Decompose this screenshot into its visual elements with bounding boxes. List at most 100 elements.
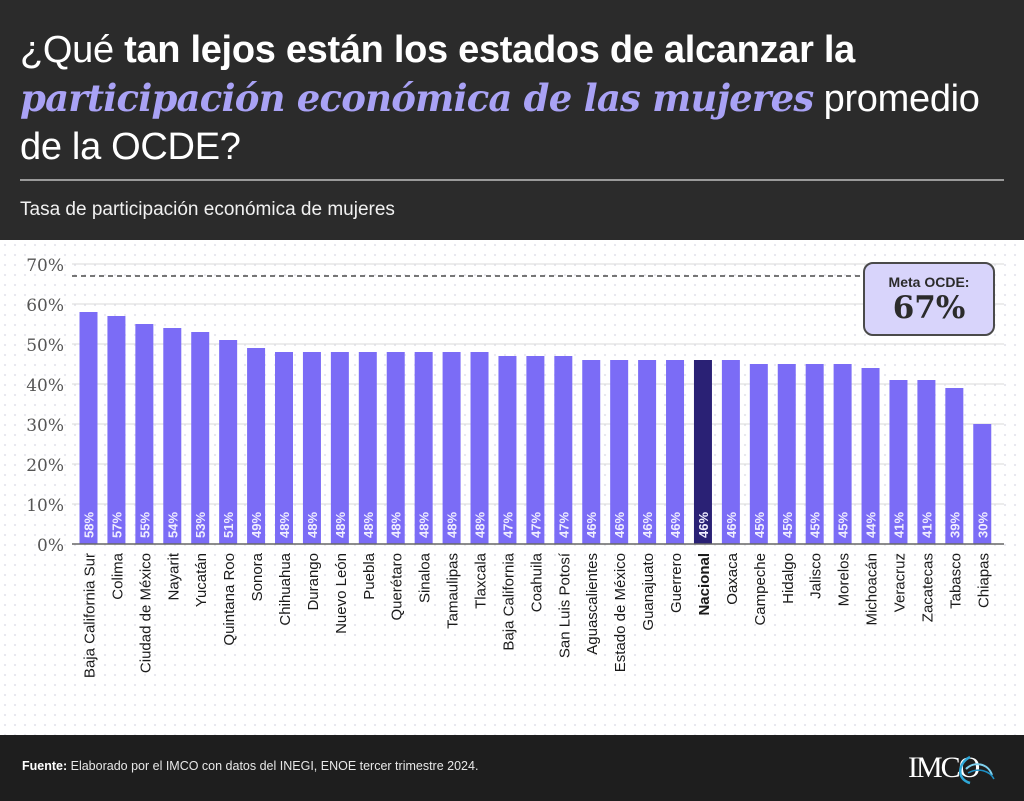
x-tick-label: Chihuahua	[277, 552, 294, 625]
bar-value-label: 46%	[668, 512, 683, 538]
source-note: Fuente: Elaborado por el IMCO con datos …	[22, 759, 478, 773]
bar	[470, 352, 489, 544]
x-tick-label: Quintana Roo	[221, 553, 238, 646]
bar-value-label: 41%	[919, 512, 934, 538]
bar	[973, 424, 992, 544]
x-tick-label: Querétaro	[389, 553, 406, 621]
header: ¿Qué tan lejos están los estados de alca…	[0, 0, 1024, 240]
x-tick-label: Zacatecas	[919, 553, 936, 622]
bar-value-label: 44%	[864, 512, 879, 538]
x-tick-label: Nuevo León	[333, 553, 350, 634]
bar-value-label: 30%	[975, 512, 990, 538]
bar	[442, 352, 461, 544]
oecd-target-label: Meta OCDE:	[888, 274, 970, 290]
bar	[805, 364, 824, 544]
bar-value-label: 58%	[82, 512, 97, 538]
bar	[582, 360, 601, 544]
bar	[79, 312, 98, 544]
bar-value-label: 57%	[109, 512, 124, 538]
bar	[330, 352, 349, 544]
bar	[833, 364, 852, 544]
bar	[163, 328, 182, 544]
bar	[721, 360, 740, 544]
bar-value-label: 46%	[696, 512, 711, 538]
bar	[386, 352, 405, 544]
bar-value-label: 48%	[389, 512, 404, 538]
x-tick-label: Baja California Sur	[82, 553, 99, 678]
bar-value-label: 49%	[249, 512, 264, 538]
page-title: ¿Qué tan lejos están los estados de alca…	[20, 26, 1010, 171]
title-part-2: tan lejos están los estados de alcanzar …	[124, 29, 855, 71]
bar-value-label: 47%	[528, 512, 543, 538]
bar	[861, 368, 880, 544]
title-part-1: ¿Qué	[20, 29, 125, 71]
bar-value-label: 48%	[305, 512, 320, 538]
x-tick-label: Yucatán	[193, 553, 210, 607]
bar	[358, 352, 377, 544]
bar	[275, 352, 294, 544]
x-tick-label: Estado de México	[612, 553, 629, 672]
bar-value-label: 45%	[752, 512, 767, 538]
imco-swirl-icon	[959, 755, 995, 785]
bar	[889, 380, 908, 544]
bar-value-label: 47%	[556, 512, 571, 538]
y-tick-label: 50%	[26, 336, 64, 356]
bar-value-label: 51%	[221, 512, 236, 538]
x-tick-label: Jalisco	[808, 553, 825, 599]
bar-value-label: 45%	[780, 512, 795, 538]
bar-value-label: 41%	[891, 512, 906, 538]
bar	[135, 324, 154, 544]
x-tick-label: Oaxaca	[724, 552, 741, 604]
x-tick-label: Guerrero	[668, 553, 685, 613]
bar-value-label: 45%	[808, 512, 823, 538]
bar-value-label: 46%	[724, 512, 739, 538]
chart-subtitle: Tasa de participación económica de mujer…	[20, 199, 395, 220]
y-tick-label: 10%	[26, 496, 64, 516]
bar	[498, 356, 517, 544]
footer: Fuente: Elaborado por el IMCO con datos …	[0, 735, 1024, 801]
bar	[219, 340, 238, 544]
x-axis-labels: Baja California Sur Colima Ciudad de Méxic…	[82, 552, 993, 678]
y-tick-label: 40%	[26, 376, 64, 396]
bar	[554, 356, 573, 544]
x-tick-label: San Luis Potosí	[556, 552, 573, 658]
bar	[610, 360, 629, 544]
x-tick-label: Campeche	[752, 553, 769, 626]
x-tick-label: Tamaulipas	[445, 553, 462, 629]
bar	[777, 364, 796, 544]
bar-value-label: 55%	[137, 512, 152, 538]
bar-value-label: 45%	[836, 512, 851, 538]
bar	[191, 332, 210, 544]
imco-logo: IMCO	[908, 749, 1008, 789]
source-label: Fuente:	[22, 759, 68, 773]
x-tick-label: Guanajuato	[640, 553, 657, 631]
y-axis-ticks: 0% 10% 20% 30% 40% 50% 60% 70%	[26, 256, 64, 556]
bar-value-label: 48%	[473, 512, 488, 538]
oecd-target-value: 67%	[892, 290, 966, 326]
x-tick-label: Coahuila	[528, 552, 545, 612]
oecd-target-box: Meta OCDE: 67%	[863, 262, 995, 336]
source-text: Elaborado por el IMCO con datos del INEG…	[67, 759, 479, 773]
x-tick-label: Baja California	[500, 552, 517, 650]
x-tick-label: Sinaloa	[417, 552, 434, 603]
y-tick-label: 30%	[26, 416, 64, 436]
bar-value-label: 46%	[640, 512, 655, 538]
x-tick-label: Ciudad de México	[137, 553, 154, 673]
bar	[693, 360, 712, 544]
x-tick-label: Veracruz	[891, 553, 908, 612]
bar-value-label: 53%	[193, 512, 208, 538]
x-tick-label: Michoacán	[864, 553, 881, 626]
bar	[526, 356, 545, 544]
bar-value-label: 54%	[165, 512, 180, 538]
value-labels: 58% 57% 55% 54% 53% 51% 49% 48% 48% 48% 48% 48% 48% 4…	[82, 512, 991, 538]
y-tick-label: 20%	[26, 456, 64, 476]
title-part-4: promedio de la OCDE?	[20, 78, 980, 168]
bar	[247, 348, 266, 544]
bar	[917, 380, 936, 544]
bar-value-label: 48%	[417, 512, 432, 538]
bar	[666, 360, 685, 544]
bar-value-label: 48%	[333, 512, 348, 538]
bar	[749, 364, 768, 544]
bar-chart: 0%10%20%30%40%50%60%70% 58% 57% 55% 54% 53% 5…	[26, 256, 1004, 678]
x-tick-label: Hidalgo	[780, 553, 797, 604]
